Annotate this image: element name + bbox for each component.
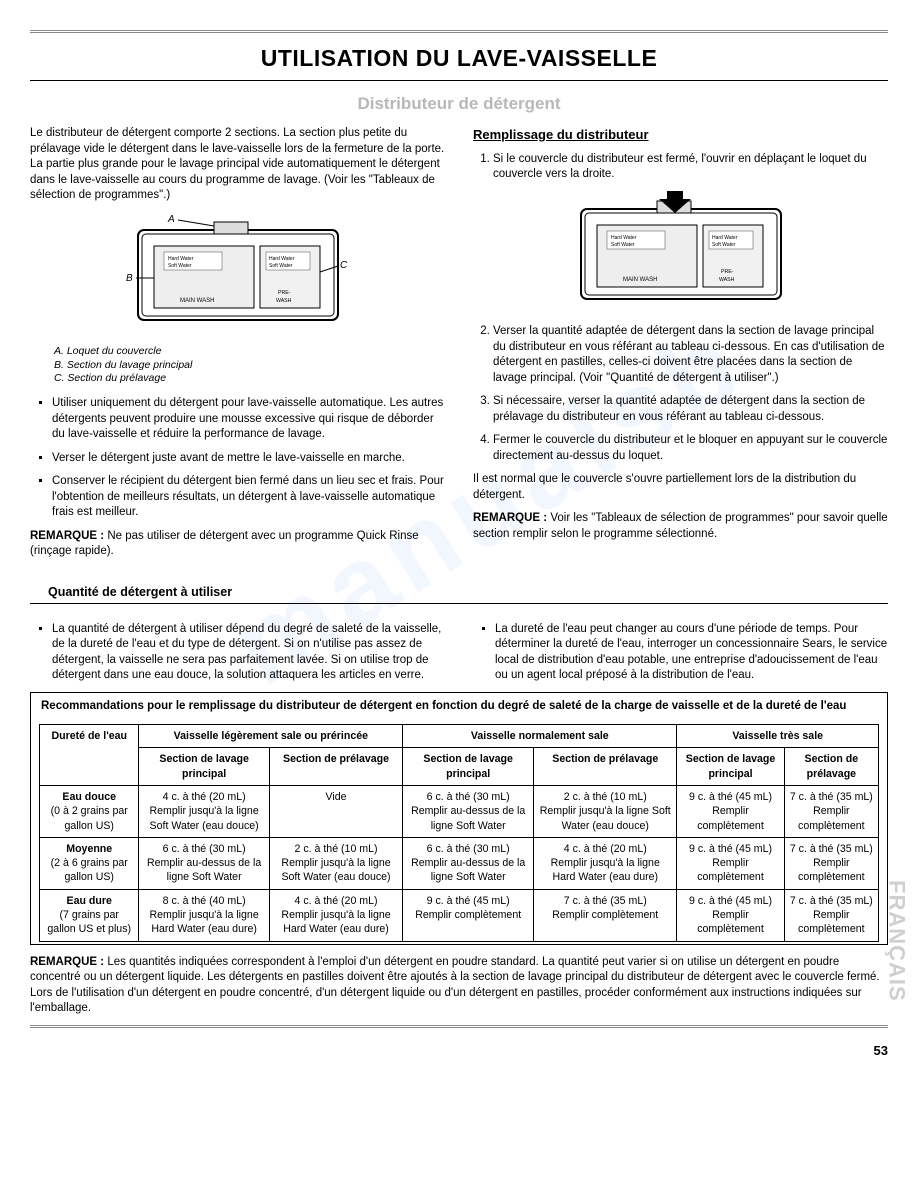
table-cell: 4 c. à thé (20 mL)Remplir jusqu'à la lig… [534,837,677,889]
list-item: Conserver le récipient du détergent bien… [52,474,445,521]
left-column: Le distributeur de détergent comporte 2 … [30,126,445,568]
bottom-rule [30,1025,888,1028]
qty-right-list: La dureté de l'eau peut changer au cours… [473,622,888,684]
page-number: 53 [30,1042,888,1060]
svg-text:Hard Water: Hard Water [611,235,637,241]
qty-left-list: La quantité de détergent à utiliser dépe… [30,622,445,684]
svg-text:Hard Water: Hard Water [269,256,295,262]
label-c: C [340,260,348,271]
step-1: Si le couvercle du distributeur est ferm… [493,152,888,183]
table-row: Eau douce(0 à 2 grains par gallon US)4 c… [40,785,879,837]
svg-text:Soft Water: Soft Water [712,242,736,248]
svg-text:PRE-: PRE- [278,290,291,296]
section-heading: Distributeur de détergent [30,93,888,116]
bottom-remark: REMARQUE : Les quantités indiquées corre… [30,955,888,1017]
caption-b: B. Section du lavage principal [54,359,445,373]
sub-main: Section de lavage principal [677,748,784,786]
table-cell: 7 c. à thé (35 mL)Remplir complètement [534,889,677,941]
col-group-heavy: Vaisselle très sale [677,725,879,748]
recommendation-table-container: Recommandations pour le remplissage du d… [30,692,888,945]
dispenser-figure-labeled: A Hard Water Soft Water MAIN WASH B Hard… [108,212,368,338]
remark-text: Les quantités indiquées correspondent à … [30,956,880,1015]
table-cell: 9 c. à thé (45 mL)Remplir complètement [677,889,784,941]
page-title: UTILISATION DU LAVE-VAISSELLE [30,43,888,74]
step-3: Si nécessaire, verser la quantité adapté… [493,394,888,425]
col-water-hardness: Dureté de l'eau [40,725,139,786]
svg-text:Soft Water: Soft Water [611,242,635,248]
table-cell: 6 c. à thé (30 mL)Remplir au-dessus de l… [139,837,269,889]
row-header: Eau douce(0 à 2 grains par gallon US) [40,785,139,837]
row-header: Moyenne(2 à 6 grains par gallon US) [40,837,139,889]
svg-text:MAIN WASH: MAIN WASH [180,298,214,304]
step-2: Verser la quantité adaptée de détergent … [493,324,888,386]
table-row: Moyenne(2 à 6 grains par gallon US)6 c. … [40,837,879,889]
svg-text:WASH: WASH [719,277,735,283]
col-group-normal: Vaisselle normalement sale [403,725,677,748]
row-header: Eau dure(7 grains par gallon US et plus) [40,889,139,941]
caption-c: C. Section du prélavage [54,372,445,386]
col-group-light: Vaisselle légèrement sale ou prérincée [139,725,403,748]
table-cell: 7 c. à thé (35 mL)Remplir complètement [784,785,878,837]
list-item: Verser le détergent juste avant de mettr… [52,451,445,467]
left-bullet-list: Utiliser uniquement du détergent pour la… [30,396,445,521]
label-a: A [167,214,175,225]
step-4: Fermer le couvercle du distributeur et l… [493,433,888,464]
label-b: B [126,273,133,284]
table-cell: 7 c. à thé (35 mL)Remplir complètement [784,837,878,889]
table-cell: 7 c. à thé (35 mL)Remplir complètement [784,889,878,941]
table-cell: 8 c. à thé (40 mL)Remplir jusqu'à la lig… [139,889,269,941]
table-row: Eau dure(7 grains par gallon US et plus)… [40,889,879,941]
table-cell: 2 c. à thé (10 mL)Remplir jusqu'à la lig… [534,785,677,837]
svg-text:Hard Water: Hard Water [712,235,738,241]
table-cell: 2 c. à thé (10 mL)Remplir jusqu'à la lig… [269,837,402,889]
table-cell: 9 c. à thé (45 mL)Remplir complètement [677,785,784,837]
sub-pre: Section de prélavage [784,748,878,786]
list-item: La quantité de détergent à utiliser dépe… [52,622,445,684]
svg-text:Soft Water: Soft Water [269,263,293,269]
remark-label: REMARQUE : [473,512,547,524]
top-rule [30,30,888,33]
figure-caption: A. Loquet du couvercle B. Section du lav… [54,345,445,386]
right-remark: REMARQUE : Voir les "Tableaux de sélecti… [473,511,888,542]
caption-a: A. Loquet du couvercle [54,345,445,359]
table-cell: 4 c. à thé (20 mL)Remplir jusqu'à la lig… [139,785,269,837]
right-after-text: Il est normal que le couvercle s'ouvre p… [473,472,888,503]
right-step-list-cont: Verser la quantité adaptée de détergent … [473,324,888,464]
dispenser-figure-arrow: Hard Water Soft Water MAIN WASH Hard Wat… [551,191,811,317]
right-step-list: Si le couvercle du distributeur est ferm… [473,152,888,183]
table-cell: Vide [269,785,402,837]
recommendation-table: Dureté de l'eau Vaisselle légèrement sal… [39,724,879,942]
intro-paragraph: Le distributeur de détergent comporte 2 … [30,126,445,204]
right-subheading: Remplissage du distributeur [473,126,888,144]
svg-text:Hard Water: Hard Water [168,256,194,262]
quantity-heading: Quantité de détergent à utiliser [48,584,888,601]
table-title: Recommandations pour le remplissage du d… [39,699,879,721]
table-cell: 9 c. à thé (45 mL)Remplir complètement [677,837,784,889]
title-underline [30,80,888,81]
sub-pre: Section de prélavage [534,748,677,786]
sub-main: Section de lavage principal [403,748,534,786]
svg-text:PRE-: PRE- [721,269,734,275]
table-cell: 6 c. à thé (30 mL)Remplir au-dessus de l… [403,785,534,837]
list-item: La dureté de l'eau peut changer au cours… [495,622,888,684]
remark-label: REMARQUE : [30,956,104,968]
left-remark: REMARQUE : Ne pas utiliser de détergent … [30,529,445,560]
svg-text:MAIN WASH: MAIN WASH [623,277,657,283]
svg-text:Soft Water: Soft Water [168,263,192,269]
remark-label: REMARQUE : [30,530,104,542]
sub-main: Section de lavage principal [139,748,269,786]
svg-text:WASH: WASH [276,298,292,304]
right-column: Remplissage du distributeur Si le couver… [473,126,888,568]
table-cell: 4 c. à thé (20 mL)Remplir jusqu'à la lig… [269,889,402,941]
table-cell: 9 c. à thé (45 mL)Remplir complètement [403,889,534,941]
table-cell: 6 c. à thé (30 mL)Remplir au-dessus de l… [403,837,534,889]
quantity-rule [30,603,888,604]
list-item: Utiliser uniquement du détergent pour la… [52,396,445,443]
sub-pre: Section de prélavage [269,748,402,786]
